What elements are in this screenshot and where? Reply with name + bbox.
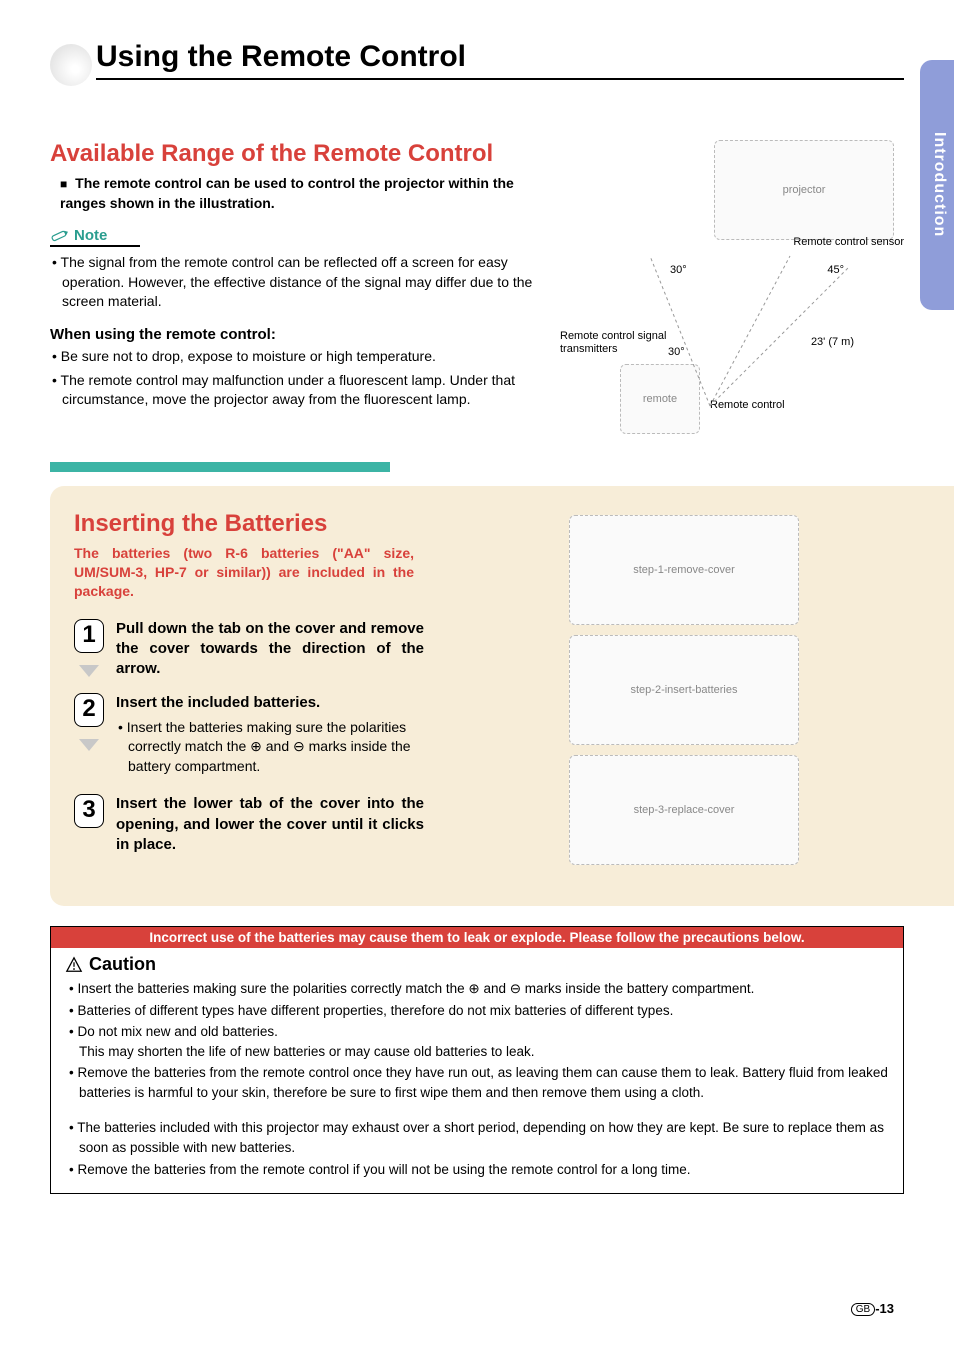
- subhead-when-using: When using the remote control:: [50, 326, 550, 343]
- step-1: 1 Pull down the tab on the cover and rem…: [74, 619, 424, 680]
- section-range: Available Range of the Remote Control ■ …: [50, 140, 904, 440]
- teal-divider: [50, 462, 390, 472]
- caution-item: The batteries included with this project…: [65, 1118, 889, 1157]
- caution-item: Remove the batteries from the remote con…: [65, 1063, 889, 1102]
- footer-region-badge: GB: [851, 1303, 875, 1316]
- page-title-row: Using the Remote Control: [50, 40, 904, 80]
- step-text: Insert the included batteries.: [116, 693, 424, 713]
- step-sublist: Insert the batteries making sure the pol…: [118, 718, 424, 777]
- caution-list-a: Insert the batteries making sure the pol…: [65, 979, 889, 1102]
- caution-label: Caution: [65, 954, 889, 975]
- caution-item: Batteries of different types have differ…: [65, 1001, 889, 1021]
- step-2: 2 Insert the included batteries. Insert …: [74, 693, 424, 780]
- page: Introduction Using the Remote Control Av…: [0, 0, 954, 1346]
- range-bullet: Be sure not to drop, expose to moisture …: [52, 347, 550, 367]
- page-footer: GB-13: [851, 1301, 894, 1316]
- range-intro-text: The remote control can be used to contro…: [60, 175, 514, 211]
- note-item: The signal from the remote control can b…: [52, 253, 550, 312]
- battery-step1-illustration: step-1-remove-cover: [569, 515, 799, 625]
- caution-item: Do not mix new and old batteries. This m…: [65, 1022, 889, 1061]
- step-sub-item: Insert the batteries making sure the pol…: [118, 718, 424, 777]
- step-3: 3 Insert the lower tab of the cover into…: [74, 794, 424, 855]
- note-label: Note: [50, 227, 140, 247]
- page-title: Using the Remote Control: [96, 40, 904, 80]
- note-list: The signal from the remote control can b…: [52, 253, 550, 312]
- heading-range: Available Range of the Remote Control: [50, 140, 550, 168]
- remote-range-diagram: projector Remote control sensor 30° 45° …: [560, 140, 904, 440]
- step-text: Insert the lower tab of the cover into t…: [116, 794, 424, 855]
- battery-step3-illustration: step-3-replace-cover: [569, 755, 799, 865]
- caution-item: Remove the batteries from the remote con…: [65, 1160, 889, 1180]
- battery-illustration-column: step-1-remove-cover step-2-insert-batter…: [464, 510, 904, 869]
- pencil-icon: [48, 225, 72, 246]
- battery-panel: Inserting the Batteries The batteries (t…: [50, 486, 954, 906]
- title-bullet-icon: [50, 44, 92, 86]
- caution-list-b: The batteries included with this project…: [65, 1118, 889, 1179]
- note-label-text: Note: [74, 227, 107, 244]
- square-bullet-icon: ■: [60, 177, 67, 191]
- caution-item: Insert the batteries making sure the pol…: [65, 979, 889, 999]
- caution-label-text: Caution: [89, 954, 156, 975]
- caution-body: Caution Insert the batteries making sure…: [51, 948, 903, 1193]
- step-number: 1: [74, 619, 104, 653]
- range-dashed-lines: [590, 236, 850, 416]
- step-number: 2: [74, 693, 104, 727]
- step-sub-text: Insert the batteries making sure the pol…: [127, 719, 411, 774]
- range-bullets: Be sure not to drop, expose to moisture …: [52, 347, 550, 410]
- battery-step2-illustration: step-2-insert-batteries: [569, 635, 799, 745]
- chevron-down-icon: [79, 739, 99, 751]
- caution-banner: Incorrect use of the batteries may cause…: [51, 927, 903, 948]
- side-tab-introduction: Introduction: [920, 60, 954, 310]
- footer-page-number: -13: [875, 1301, 894, 1316]
- step-text: Pull down the tab on the cover and remov…: [116, 619, 424, 680]
- caution-box: Incorrect use of the batteries may cause…: [50, 926, 904, 1194]
- chevron-down-icon: [79, 665, 99, 677]
- warning-icon: [65, 956, 83, 974]
- step-number: 3: [74, 794, 104, 828]
- range-diagram-column: projector Remote control sensor 30° 45° …: [560, 140, 904, 440]
- battery-intro: The batteries (two R-6 batteries ("AA" s…: [74, 544, 414, 601]
- range-intro: ■ The remote control can be used to cont…: [60, 174, 550, 213]
- note-block: Note The signal from the remote control …: [50, 227, 550, 312]
- projector-illustration: projector: [714, 140, 894, 240]
- range-bullet: The remote control may malfunction under…: [52, 371, 550, 410]
- heading-batteries: Inserting the Batteries: [74, 510, 444, 538]
- range-text-column: Available Range of the Remote Control ■ …: [50, 140, 550, 440]
- battery-text-column: Inserting the Batteries The batteries (t…: [74, 510, 444, 869]
